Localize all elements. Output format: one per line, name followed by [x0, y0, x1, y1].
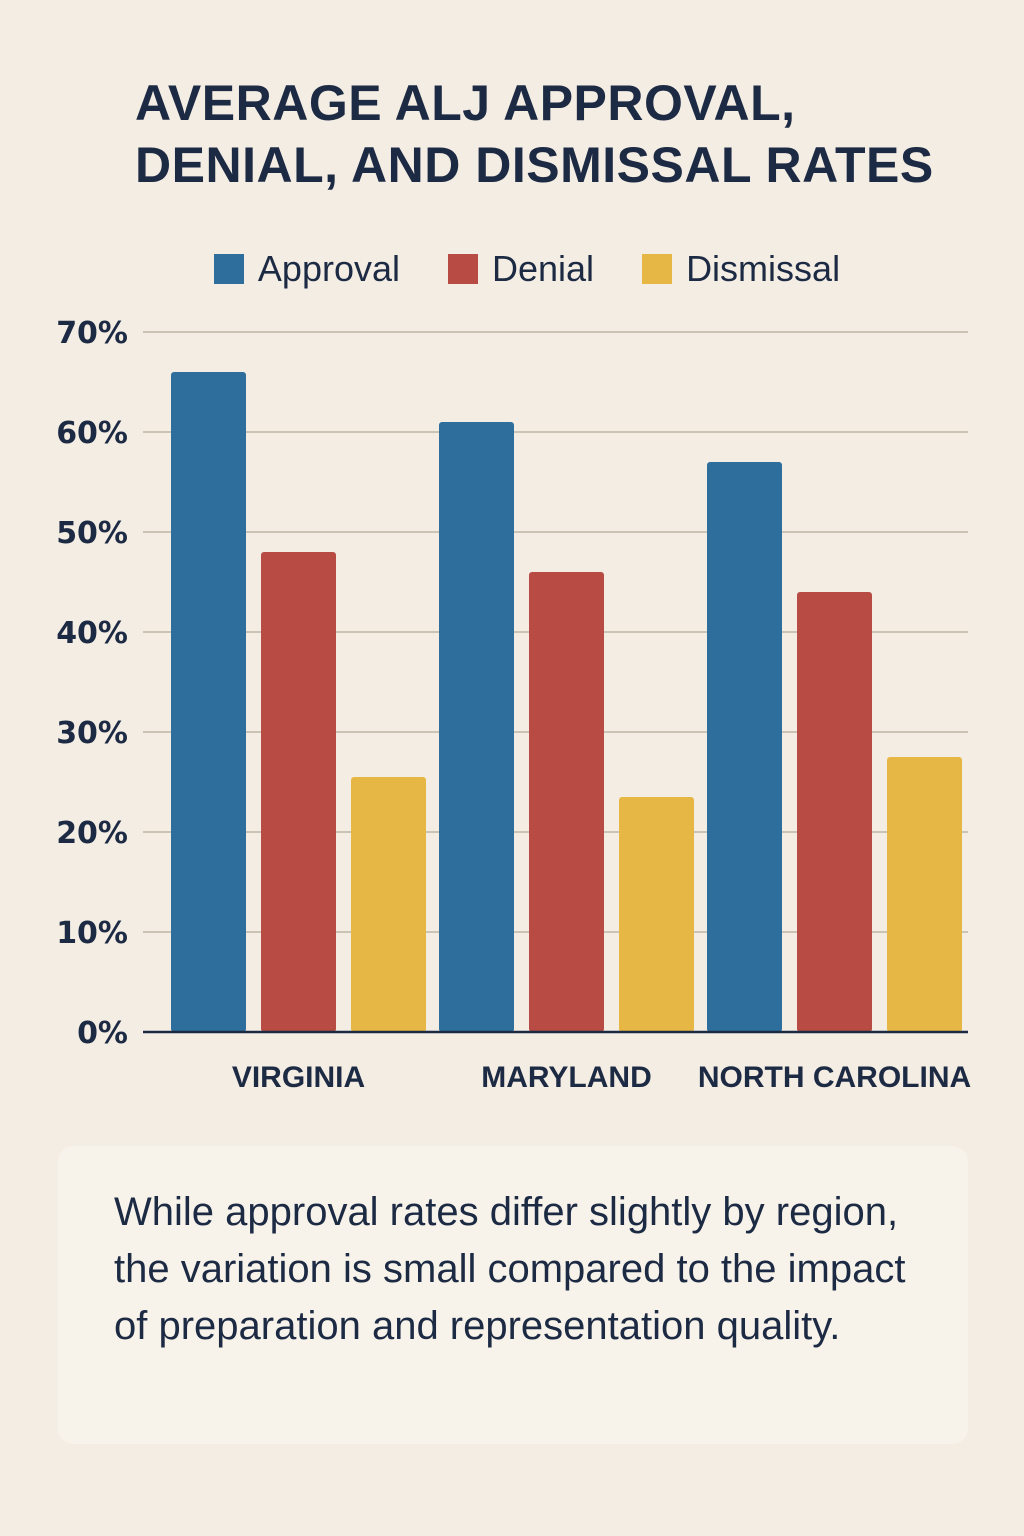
y-tick-label: 40%: [56, 616, 128, 651]
y-tick-label: 60%: [56, 416, 128, 451]
bar-dismissal-maryland: [619, 797, 694, 1032]
bar-approval-north-carolina: [707, 462, 782, 1032]
bar-denial-virginia: [261, 552, 336, 1032]
bar-approval-virginia: [171, 372, 246, 1032]
y-tick-label: 30%: [56, 716, 128, 751]
bar-dismissal-virginia: [351, 777, 426, 1032]
legend-label-dismissal: Dismissal: [686, 248, 841, 289]
y-tick-label: 20%: [56, 816, 128, 851]
x-tick-label: VIRGINIA: [232, 1061, 365, 1094]
legend-swatch-approval: [213, 254, 244, 284]
bar-dismissal-north-carolina: [887, 757, 962, 1032]
bar-denial-maryland: [529, 572, 604, 1032]
legend-label-denial: Denial: [492, 248, 595, 289]
x-tick-label: NORTH CAROLINA: [698, 1061, 971, 1094]
y-tick-label: 50%: [56, 516, 128, 551]
chart-title-line-1: AVERAGE ALJ APPROVAL,: [135, 75, 796, 131]
legend-swatch-dismissal: [642, 254, 673, 284]
chart-legend: Approval Denial Dismissal: [0, 248, 1024, 290]
y-tick-label: 10%: [56, 916, 128, 951]
legend-item-denial: Denial: [448, 248, 594, 290]
legend-label-approval: Approval: [257, 248, 400, 289]
summary-note-text: While approval rates differ slightly by …: [114, 1190, 906, 1348]
bar-approval-maryland: [439, 422, 514, 1032]
bar-denial-north-carolina: [797, 592, 872, 1032]
legend-swatch-denial: [448, 254, 478, 284]
x-tick-label: MARYLAND: [481, 1061, 652, 1094]
y-tick-label: 70%: [56, 316, 128, 351]
y-tick-label: 0%: [77, 1016, 128, 1051]
legend-item-approval: Approval: [213, 248, 400, 290]
chart-title-line-2: DENIAL, AND DISMISSAL RATES: [135, 137, 934, 193]
summary-note: While approval rates differ slightly by …: [58, 1146, 968, 1444]
legend-item-dismissal: Dismissal: [642, 248, 840, 290]
chart-title: AVERAGE ALJ APPROVAL, DENIAL, AND DISMIS…: [135, 72, 934, 196]
bar-chart: 0% 10% 20% 30% 40% 50% 60% 70% VIRGINIA MARYLAND N…: [56, 316, 971, 1094]
